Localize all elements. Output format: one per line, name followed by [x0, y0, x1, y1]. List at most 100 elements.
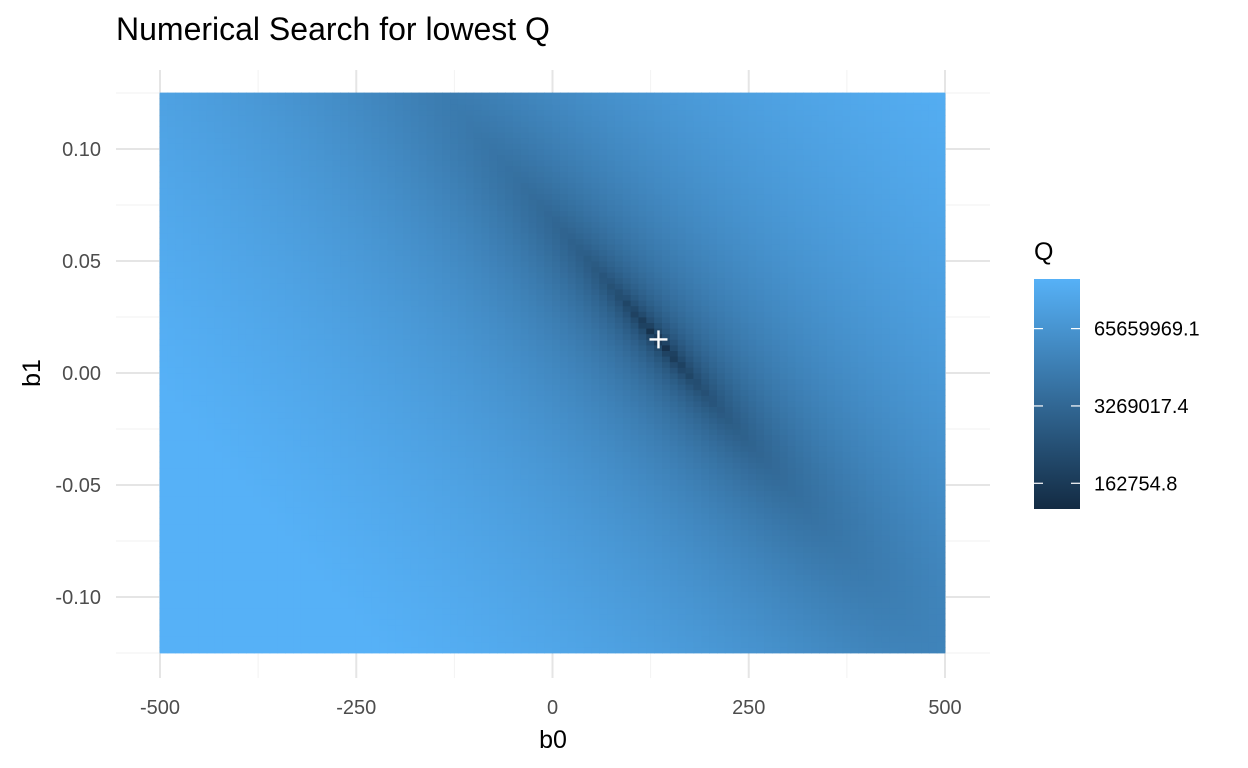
heatmap-cell — [850, 467, 860, 475]
heatmap-cell — [457, 395, 467, 402]
heatmap-cell — [222, 456, 232, 463]
heatmap-cell — [599, 451, 608, 458]
heatmap-cell — [300, 529, 310, 536]
heatmap-cell — [646, 619, 655, 626]
heatmap-cell — [740, 490, 750, 497]
heatmap-cell — [654, 383, 663, 391]
heatmap-cell — [418, 434, 428, 441]
heatmap-cell — [552, 540, 561, 547]
heatmap-cell — [575, 462, 585, 469]
heatmap-cell — [787, 445, 797, 452]
heatmap-cell — [191, 557, 200, 564]
heatmap-cell — [175, 607, 184, 615]
heatmap-cell — [505, 378, 514, 385]
heatmap-cell — [716, 641, 726, 648]
heatmap-cell — [913, 607, 922, 615]
heatmap-cell — [465, 423, 475, 430]
heatmap-cell — [709, 507, 718, 514]
heatmap-cell — [897, 490, 907, 497]
heatmap-cell — [206, 568, 216, 575]
heatmap-cell — [245, 456, 255, 463]
heatmap-cell — [183, 540, 192, 547]
heatmap-cell — [505, 473, 514, 480]
heatmap-cell — [245, 563, 255, 570]
heatmap-cell — [669, 607, 679, 615]
heatmap-cell — [889, 574, 899, 581]
heatmap-cell — [850, 579, 860, 587]
heatmap-cell — [175, 613, 184, 620]
heatmap-cell — [779, 378, 789, 385]
heatmap-cell — [850, 568, 860, 575]
heatmap-cell — [371, 574, 381, 581]
heatmap-cell — [756, 451, 765, 458]
heatmap-cell — [607, 428, 616, 435]
heatmap-cell — [293, 591, 302, 598]
heatmap-cell — [575, 479, 585, 486]
heatmap-cell — [293, 540, 302, 547]
heatmap-cell — [803, 467, 812, 475]
heatmap-cell — [544, 451, 553, 458]
heatmap-cell — [442, 484, 451, 491]
heatmap-cell — [834, 507, 844, 514]
heatmap-cell — [426, 529, 436, 536]
heatmap-cell — [607, 613, 616, 620]
heatmap-cell — [701, 462, 710, 469]
heatmap-cell — [191, 400, 200, 407]
heatmap-cell — [638, 613, 648, 620]
heatmap-cell — [913, 395, 922, 402]
heatmap-cell — [921, 585, 930, 592]
heatmap-cell — [536, 507, 546, 514]
heatmap-cell — [191, 641, 200, 648]
heatmap-cell — [669, 372, 679, 379]
heatmap-cell — [732, 495, 742, 503]
heatmap-cell — [858, 501, 867, 508]
heatmap-cell — [481, 439, 491, 447]
heatmap-cell — [748, 501, 757, 508]
heatmap-cell — [183, 551, 192, 559]
heatmap-cell — [505, 439, 514, 447]
heatmap-cell — [324, 641, 334, 648]
heatmap-cell — [795, 451, 805, 458]
heatmap-cell — [214, 641, 224, 648]
heatmap-cell — [622, 613, 632, 620]
heatmap-cell — [418, 619, 428, 626]
heatmap-cell — [481, 445, 491, 452]
heatmap-cell — [764, 523, 773, 531]
heatmap-cell — [261, 546, 271, 553]
heatmap-cell — [418, 389, 428, 396]
heatmap-cell — [293, 417, 302, 424]
heatmap-cell — [371, 456, 381, 463]
heatmap-cell — [599, 512, 608, 519]
heatmap-cell — [614, 607, 624, 615]
heatmap-cell — [348, 535, 357, 542]
heatmap-cell — [881, 423, 891, 430]
heatmap-cell — [159, 535, 169, 542]
heatmap-cell — [402, 434, 412, 441]
heatmap-cell — [654, 551, 663, 559]
heatmap-cell — [889, 445, 899, 452]
heatmap-cell — [528, 417, 538, 424]
heatmap-cell — [669, 495, 679, 503]
heatmap-cell — [638, 411, 648, 419]
heatmap-cell — [630, 490, 640, 497]
heatmap-cell — [685, 546, 695, 553]
heatmap-cell — [591, 596, 600, 603]
heatmap-cell — [402, 467, 412, 475]
heatmap-cell — [913, 635, 922, 643]
heatmap-cell — [583, 585, 593, 592]
heatmap-cell — [834, 411, 844, 419]
heatmap-cell — [340, 406, 349, 413]
heatmap-cell — [858, 467, 867, 475]
heatmap-cell — [191, 563, 200, 570]
heatmap-cell — [261, 523, 271, 531]
heatmap-cell — [693, 579, 703, 587]
heatmap-cell — [889, 546, 899, 553]
heatmap-cell — [905, 495, 914, 503]
heatmap-cell — [332, 563, 341, 570]
heatmap-cell — [520, 647, 530, 654]
heatmap-cell — [756, 378, 765, 385]
heatmap-cell — [614, 647, 624, 654]
heatmap-cell — [693, 451, 703, 458]
heatmap-cell — [332, 613, 341, 620]
heatmap-cell — [450, 579, 459, 587]
